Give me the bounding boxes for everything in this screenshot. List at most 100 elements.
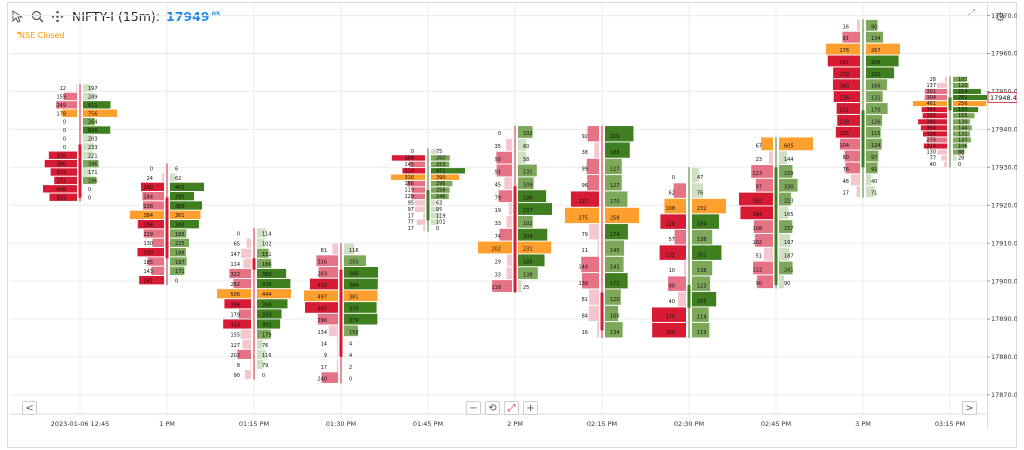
bid-cell <box>321 372 338 383</box>
ask-cell <box>866 138 882 150</box>
reset-button[interactable]: ⟲ <box>485 401 500 415</box>
ask-cell <box>344 325 358 337</box>
ask-cell <box>692 198 726 214</box>
bid-volume-label: 77 <box>408 220 414 226</box>
bid-volume-label: 121 <box>839 107 849 113</box>
ask-volume-label: 0 <box>88 195 91 201</box>
scroll-left-button[interactable]: < <box>22 401 37 415</box>
bid-volume-label: 406 <box>56 187 66 193</box>
ask-cell <box>518 203 552 215</box>
ask-volume-label: 62 <box>175 176 181 182</box>
expand-icon[interactable]: ⤢ <box>968 8 976 18</box>
ask-cell <box>344 267 378 278</box>
bid-volume-label: 35 <box>495 144 501 150</box>
price-axis[interactable]: 17970.00 17960.00 17950.00 17940.00 17930.00… <box>987 4 1017 428</box>
bid-volume-label: 16 <box>582 330 588 336</box>
ask-cell <box>866 43 900 55</box>
bid-cell <box>229 268 251 279</box>
bid-volume-label: 108 <box>665 206 675 212</box>
bid-cell <box>423 225 425 232</box>
bid-cell <box>924 88 947 94</box>
bid-volume-label: 45 <box>495 183 501 189</box>
bid-cell <box>664 198 686 214</box>
ask-cell <box>953 143 967 149</box>
bid-cell <box>835 126 860 138</box>
bid-volume-label: 240 <box>317 377 327 383</box>
ask-volume-label: 170 <box>610 199 620 205</box>
bid-cell <box>250 359 251 370</box>
bid-cell <box>409 161 425 168</box>
auto-fit-button[interactable]: ⤢ <box>504 401 519 415</box>
bid-cell <box>478 241 512 254</box>
gear-icon[interactable]: ⚙ <box>995 10 1006 24</box>
ask-volume-label: 102 <box>523 221 533 227</box>
bid-volume-label: 132 <box>665 252 675 258</box>
bid-volume-label: 28 <box>930 77 936 83</box>
bid-volume-label: 91 <box>843 36 849 42</box>
bid-cell <box>587 126 599 142</box>
bid-cell <box>336 360 338 372</box>
bid-volume-label: 308 <box>404 156 414 162</box>
ask-cell <box>518 164 537 177</box>
bid-cell <box>217 289 251 299</box>
ask-volume-label: 361 <box>175 213 185 219</box>
bid-volume-label: 79 <box>495 195 501 201</box>
ask-volume-label: 144 <box>958 125 968 131</box>
bid-volume-label: 62 <box>669 190 675 196</box>
ask-volume-label: 203 <box>88 137 98 143</box>
ask-volume-label: 131 <box>523 170 533 176</box>
bid-volume-label: 11 <box>582 248 588 254</box>
ask-volume-label: 144 <box>784 157 794 163</box>
bid-volume-label: 260 <box>143 185 153 191</box>
candle-body <box>948 97 952 111</box>
ask-cell <box>953 76 967 82</box>
bid-cell <box>43 185 77 193</box>
ask-cell <box>866 186 876 198</box>
ask-volume-label: 187 <box>784 254 794 260</box>
ask-cell <box>83 84 92 92</box>
cursor-icon[interactable] <box>10 9 24 23</box>
ask-volume-label: 258 <box>436 188 446 194</box>
ask-volume-label: 145 <box>610 248 620 254</box>
ask-volume-label: 302 <box>262 323 272 329</box>
ask-cell <box>866 31 884 43</box>
bid-volume-label: 336 <box>56 153 66 159</box>
ask-volume-label: 756 <box>88 111 98 117</box>
bid-cell <box>412 187 425 193</box>
zoom-out-icon[interactable] <box>30 9 44 23</box>
ask-cell <box>83 109 117 117</box>
ask-volume-label: 109 <box>523 183 533 189</box>
bid-cell <box>506 138 512 151</box>
ask-cell <box>953 125 972 131</box>
bid-volume-label: 108 <box>752 226 762 232</box>
bid-cell <box>246 238 251 248</box>
ask-cell <box>605 175 622 191</box>
market-status-text: NSE Closed <box>19 31 65 40</box>
ask-cell <box>170 238 189 248</box>
price-decimal: .05 <box>209 10 221 18</box>
bid-volume-label: 138 <box>578 281 588 287</box>
ask-cell <box>779 178 798 192</box>
ask-volume-label: 0 <box>262 373 265 379</box>
ask-volume-label: 296 <box>88 179 98 185</box>
bid-volume-label: 202 <box>230 353 240 359</box>
ask-cell <box>83 143 94 151</box>
bid-volume-label: 104 <box>839 143 849 149</box>
scroll-right-button[interactable]: > <box>962 401 977 415</box>
ask-cell <box>170 191 195 201</box>
ask-volume-label: 171 <box>88 170 98 176</box>
ask-volume-label: 75 <box>436 149 442 155</box>
zoom-in-button[interactable]: + <box>523 401 538 415</box>
bid-cell <box>589 224 599 240</box>
ask-volume-label: 285 <box>175 194 185 200</box>
ask-volume-label: 141 <box>610 265 620 271</box>
bid-volume-label: 128 <box>665 221 675 227</box>
ask-volume-label: 267 <box>871 48 881 54</box>
ask-volume-label: 0 <box>88 187 91 193</box>
zoom-out-button[interactable]: − <box>466 401 481 415</box>
bid-cell <box>44 159 77 168</box>
candle-group: 92 216 38 188 99 127 96 127 227 170 275 258 79 174 11 1… <box>565 125 639 338</box>
ask-volume-label: 204 <box>523 234 533 240</box>
ask-cell <box>866 162 878 174</box>
